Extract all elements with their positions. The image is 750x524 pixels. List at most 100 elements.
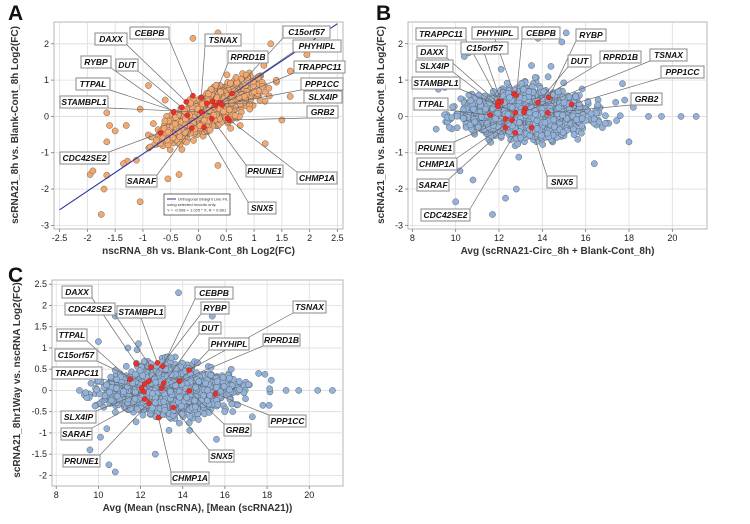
gene-labels: CEBPBTSNAXRPRD1BC15orf57PHYHIPLTRAPPC11P… <box>59 25 346 215</box>
gene-label-text: PPP1CC <box>305 79 340 89</box>
x-tick-label: -1.5 <box>107 233 123 243</box>
label-leaders <box>107 37 308 203</box>
gene-label-text: GRB2 <box>635 94 659 104</box>
data-point <box>506 94 513 101</box>
outlier-point <box>89 167 97 175</box>
x-tick-label: 2.5 <box>331 233 344 243</box>
leader-line <box>215 72 295 106</box>
leader-line <box>126 44 187 103</box>
data-point <box>555 104 563 112</box>
outlier-point <box>103 109 111 117</box>
gene-label-rprd1b: RPRD1B <box>227 50 269 64</box>
x-tick-label: 16 <box>220 490 230 500</box>
highlight-point-dut <box>179 104 185 111</box>
panel-letter: B <box>376 2 391 25</box>
gene-label-ttpal: TTPAL <box>413 97 449 111</box>
x-tick-label: 2 <box>307 233 312 243</box>
data-point <box>573 116 580 123</box>
y-tick-label: -2 <box>395 184 403 194</box>
highlight-point-daxx <box>183 99 190 105</box>
data-point <box>541 119 549 126</box>
data-point <box>515 153 523 161</box>
data-point <box>220 108 227 115</box>
highlight-point-snx5 <box>201 124 207 131</box>
highlight-point-saraf <box>189 125 195 131</box>
leader-line <box>108 132 161 153</box>
highlight-point-ppp1cc <box>568 101 575 108</box>
y-tick-label: 0 <box>44 111 49 121</box>
data-point <box>228 400 236 408</box>
data-point <box>487 132 495 139</box>
data-point <box>578 129 585 137</box>
highlight-point-cdc42se2 <box>512 129 519 136</box>
label-box <box>303 90 343 104</box>
label-box <box>575 28 607 42</box>
highlight-point-tsnax <box>521 109 527 115</box>
y-tick-label: 2 <box>42 300 47 310</box>
highlight-point-tsnax <box>198 94 205 101</box>
highlight-point-trappc11 <box>212 102 218 109</box>
data-point <box>195 416 202 423</box>
outlier-point <box>261 140 269 147</box>
gene-label-text: RYBP <box>84 57 108 67</box>
highlight-point-rybp <box>170 109 177 115</box>
gene-label-ppp1cc: PPP1CC <box>300 77 344 91</box>
data-point <box>547 63 555 70</box>
legend-box <box>163 193 231 216</box>
gene-label-cebpb: CEBPB <box>521 26 561 40</box>
label-box <box>292 39 342 53</box>
outlier-point <box>214 162 222 169</box>
panel-c: C8 10 12 14 16 18 20-2-1.5-1-0.500.511.522.5Av… <box>8 264 344 514</box>
fit-line <box>59 23 338 211</box>
data-point <box>550 123 558 131</box>
data-point <box>578 122 586 130</box>
x-tick-label: 12 <box>494 233 504 243</box>
gene-label-c15orf57: C15orf57 <box>460 41 509 55</box>
leader-line <box>229 117 308 121</box>
data-point <box>236 100 244 108</box>
gene-label-dut: DUT <box>115 58 139 72</box>
gene-label-text: SNX5 <box>551 177 573 187</box>
gene-label-chmp1a: CHMP1A <box>296 171 338 185</box>
outlier-point <box>175 171 183 178</box>
leader-line <box>231 37 284 94</box>
data-point <box>590 115 598 123</box>
outlier-point <box>456 167 464 175</box>
gene-label-rybp: RYBP <box>80 55 112 69</box>
data-point <box>186 412 194 420</box>
gene-label-cdc42se2: CDC42SE2 <box>420 208 471 222</box>
data-point <box>205 409 213 416</box>
leader-line <box>200 45 206 98</box>
data-point <box>176 133 184 141</box>
label-box <box>413 97 449 111</box>
highlight-point-ttpal <box>184 112 191 119</box>
data-point <box>616 112 624 120</box>
gene-label-text: DUT <box>118 60 136 70</box>
highlight-point-snx5 <box>528 124 535 131</box>
gene-label-text: CDC42SE2 <box>424 210 468 220</box>
outlier-point <box>677 113 685 120</box>
gene-label-grb2: GRB2 <box>306 105 339 119</box>
gene-label-text: CDC42SE2 <box>63 153 107 163</box>
outlier-point <box>558 38 566 46</box>
gene-label-text: TSNAX <box>654 50 684 60</box>
data-point <box>594 101 602 109</box>
data-point <box>518 80 525 87</box>
gene-label-text: DAXX <box>420 47 445 57</box>
outlier-point <box>103 171 111 179</box>
outlier-point <box>452 198 459 206</box>
x-tick-label: 14 <box>537 233 547 243</box>
data-point <box>466 121 474 129</box>
y-tick-label: 2 <box>398 39 403 49</box>
data-point <box>206 126 214 134</box>
outlier-point <box>502 194 509 202</box>
gene-label-rybp: RYBP <box>575 28 607 42</box>
leader-line <box>459 88 516 114</box>
gene-label-text: TTPAL <box>418 99 445 109</box>
highlight-point-cebpb <box>190 92 196 99</box>
gene-label-ttpal: TTPAL <box>75 77 111 91</box>
outlier-point <box>106 122 113 129</box>
leader-line <box>547 104 632 114</box>
x-tick-label: 18 <box>262 490 272 500</box>
